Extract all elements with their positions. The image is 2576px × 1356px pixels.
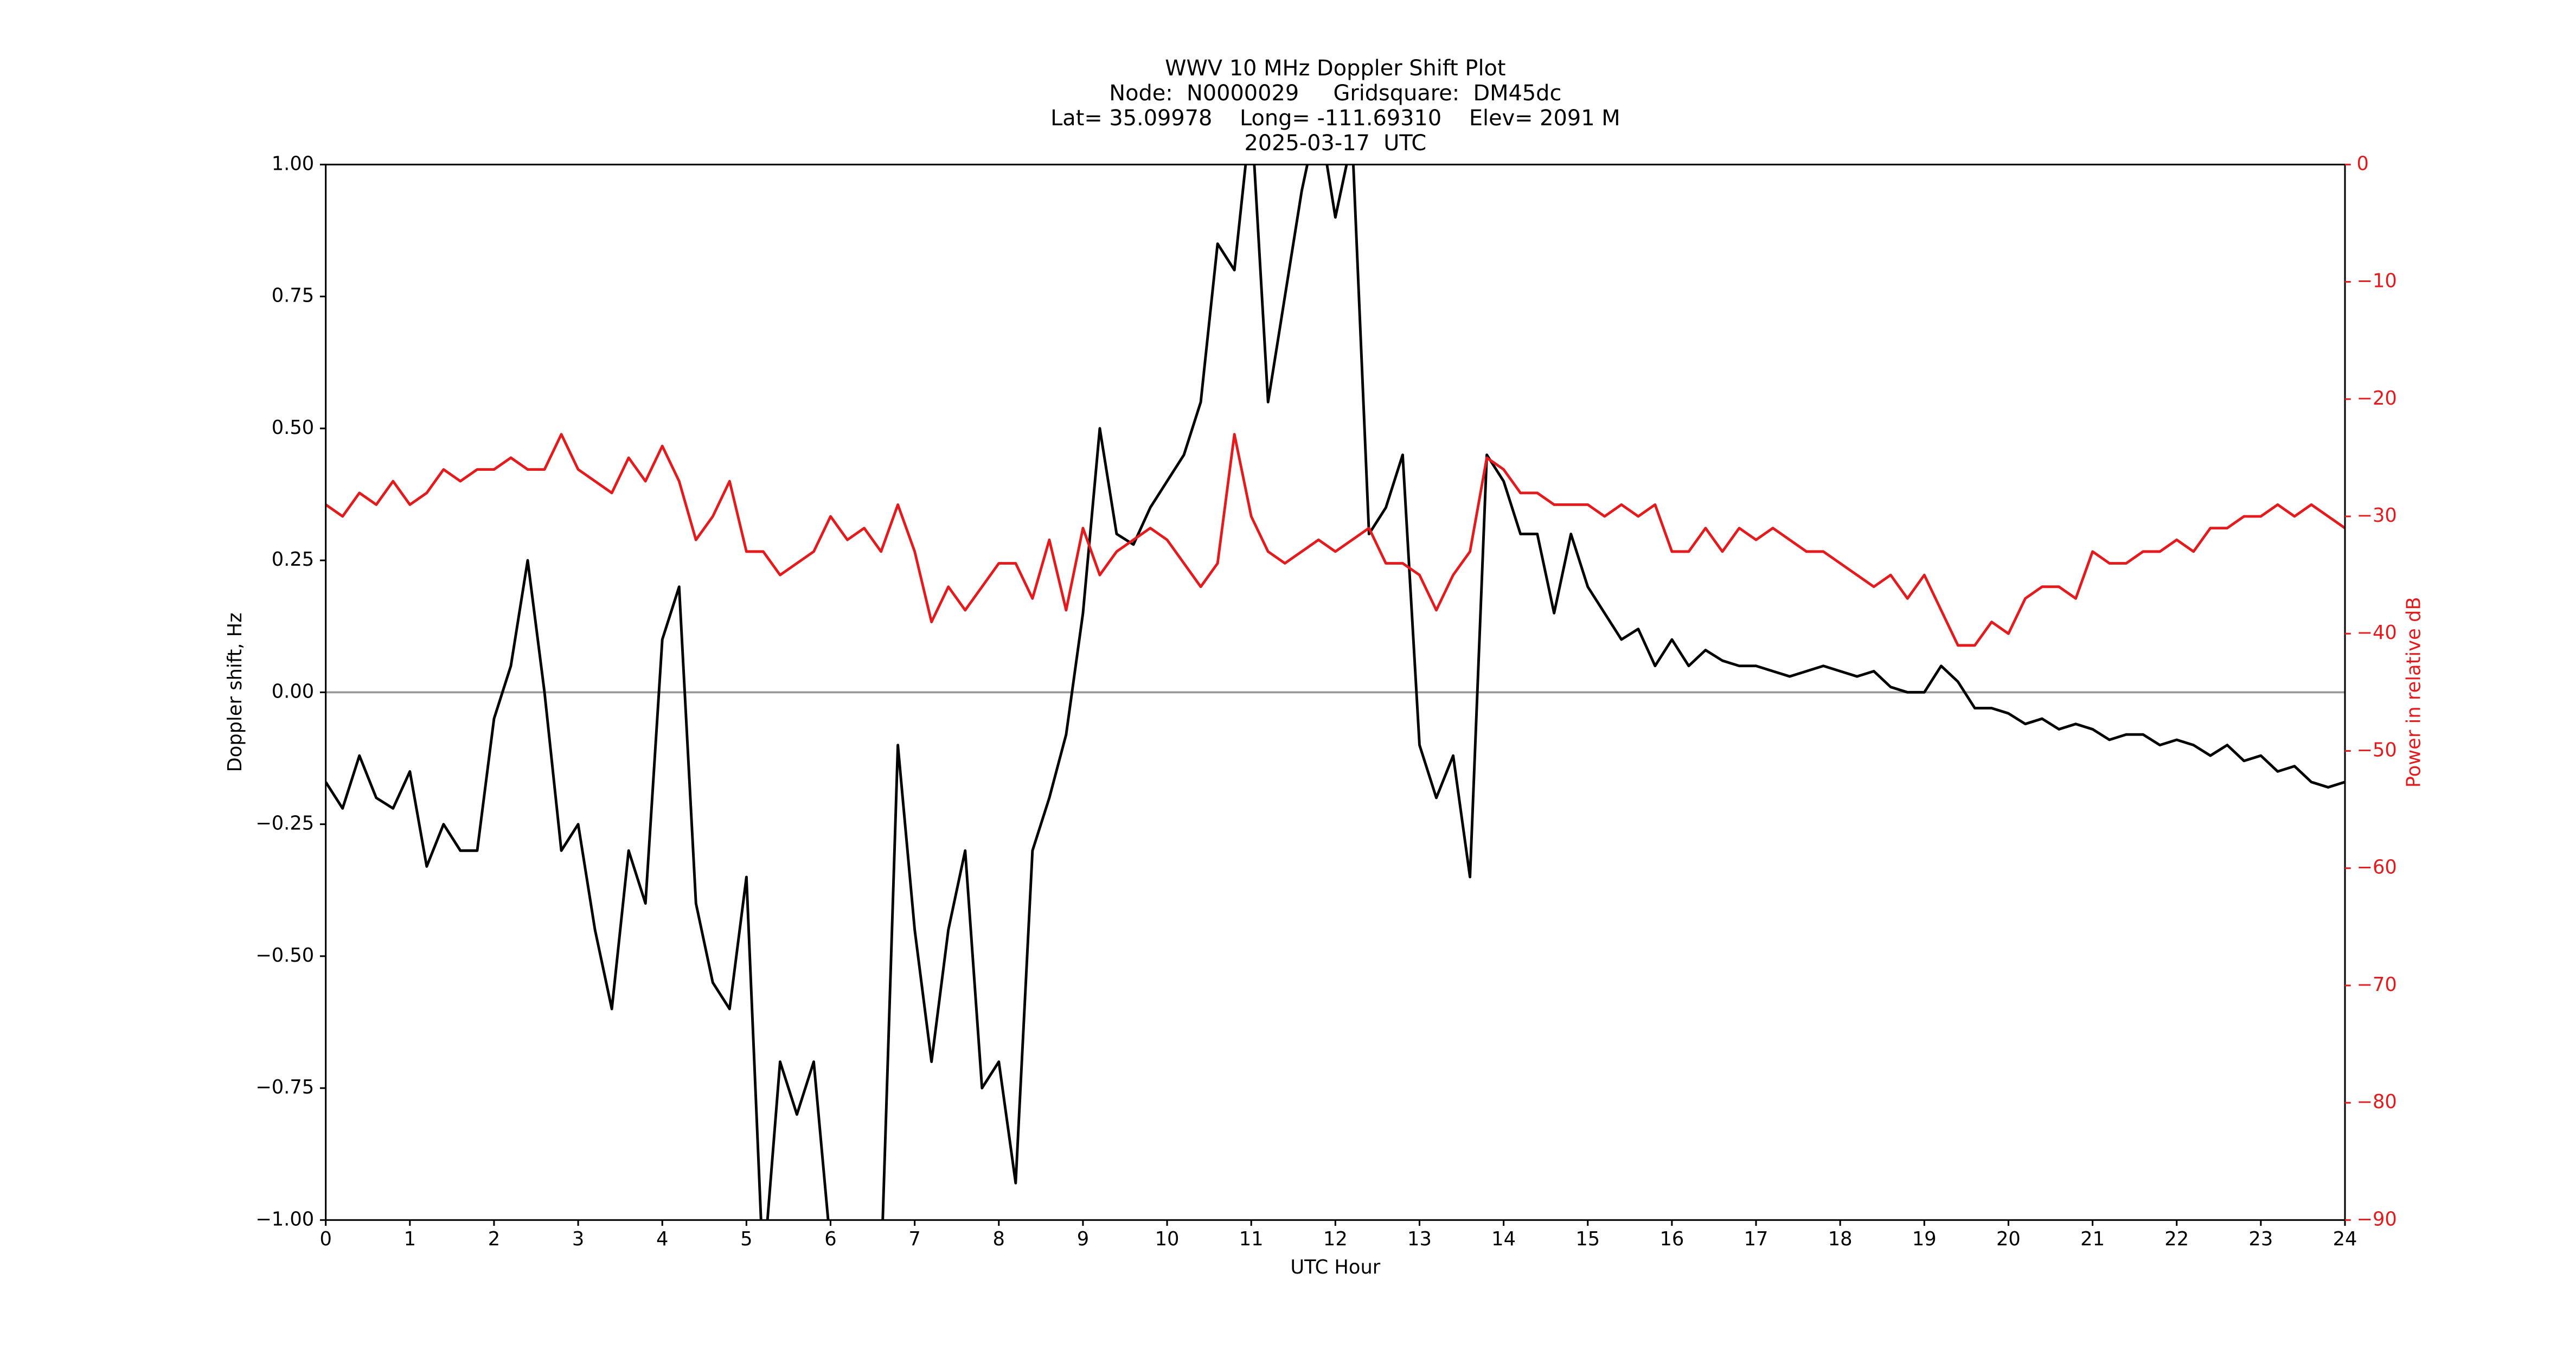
x-tick-label: 2 (488, 1228, 500, 1250)
x-tick-label: 5 (740, 1228, 752, 1250)
chart-title: WWV 10 MHz Doppler Shift Plot (1165, 56, 1505, 81)
y2-tick-label: −10 (2356, 270, 2396, 292)
chart-subtitle: Node: N0000029 Gridsquare: DM45dc (1109, 81, 1561, 106)
x-tick-label: 6 (824, 1228, 836, 1250)
y-tick-label: −0.25 (255, 813, 314, 835)
x-tick-label: 4 (656, 1228, 668, 1250)
y2-tick-label: −70 (2356, 974, 2396, 996)
x-tick-label: 23 (2248, 1228, 2273, 1250)
x-tick-label: 9 (1077, 1228, 1089, 1250)
x-tick-label: 22 (2164, 1228, 2189, 1250)
x-tick-label: 7 (908, 1228, 920, 1250)
x-tick-label: 14 (1491, 1228, 1516, 1250)
x-tick-label: 20 (1996, 1228, 2021, 1250)
x-tick-label: 15 (1575, 1228, 1600, 1250)
x-tick-label: 21 (2080, 1228, 2105, 1250)
x-tick-label: 11 (1239, 1228, 1264, 1250)
x-tick-label: 1 (404, 1228, 416, 1250)
x-tick-label: 24 (2333, 1228, 2357, 1250)
x-tick-label: 13 (1407, 1228, 1432, 1250)
x-tick-label: 18 (1828, 1228, 1853, 1250)
y-tick-label: −0.75 (255, 1076, 314, 1098)
y2-tick-label: −60 (2356, 856, 2396, 879)
x-tick-label: 3 (572, 1228, 584, 1250)
x-tick-label: 17 (1744, 1228, 1768, 1250)
y-tick-label: −0.50 (255, 944, 314, 967)
x-tick-label: 16 (1659, 1228, 1684, 1250)
data-line (325, 433, 2346, 647)
chart-subtitle: 2025-03-17 UTC (1244, 131, 1426, 156)
x-tick-label: 19 (1912, 1228, 1937, 1250)
y2-tick-label: −30 (2356, 504, 2396, 527)
y-tick-label: 0.00 (272, 680, 314, 702)
y2-tick-label: 0 (2356, 152, 2368, 175)
x-axis-label: UTC Hour (1290, 1256, 1380, 1278)
y-tick-label: −1.00 (255, 1208, 314, 1230)
y-tick-label: 0.25 (272, 548, 314, 571)
data-line (325, 164, 2346, 1220)
y-tick-label: 1.00 (272, 152, 314, 175)
y-tick-label: 0.75 (272, 285, 314, 307)
x-tick-label: 10 (1155, 1228, 1180, 1250)
y2-tick-label: −90 (2356, 1208, 2396, 1230)
y2-axis-label: Power in relative dB (2403, 597, 2425, 788)
y2-tick-label: −20 (2356, 387, 2396, 410)
plot-area (325, 164, 2346, 1220)
y-tick-label: 0.50 (272, 417, 314, 439)
x-tick-label: 8 (993, 1228, 1005, 1250)
x-tick-label: 12 (1323, 1228, 1348, 1250)
y2-tick-label: −50 (2356, 739, 2396, 761)
y2-tick-label: −40 (2356, 622, 2396, 644)
x-tick-label: 0 (319, 1228, 331, 1250)
y2-tick-label: −80 (2356, 1091, 2396, 1113)
chart-subtitle: Lat= 35.09978 Long= -111.69310 Elev= 209… (1050, 106, 1620, 131)
y-axis-label: Doppler shift, Hz (224, 612, 246, 772)
